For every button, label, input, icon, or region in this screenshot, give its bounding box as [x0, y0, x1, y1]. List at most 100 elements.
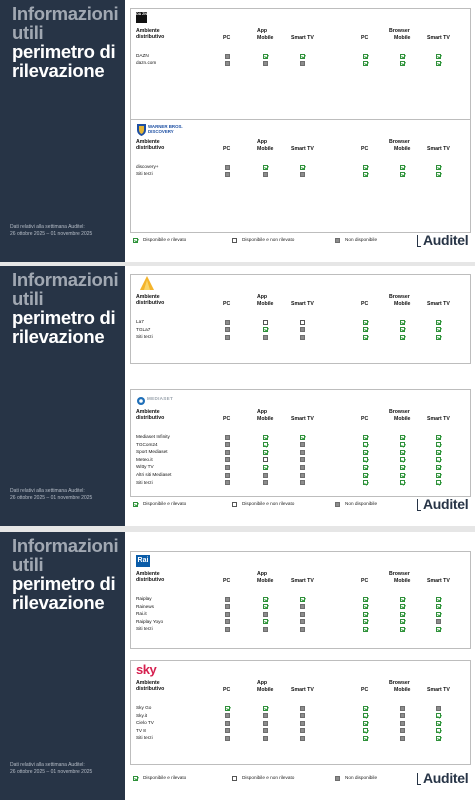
subtitle-line-1: perimetro di [12, 307, 116, 328]
status-checkbox-green [363, 720, 368, 726]
status-checkbox-green [436, 626, 441, 632]
status-checkbox-green [400, 464, 405, 470]
status-checkbox-green [400, 164, 405, 170]
status-checkbox-green [263, 442, 268, 448]
status-checkbox-green [363, 626, 368, 632]
status-checkbox-green [400, 442, 405, 448]
status-checkbox-green [263, 464, 268, 470]
row-label: Raiplay [136, 596, 152, 601]
header-smarttv-app: Smart TV [291, 578, 314, 584]
row-label: Siti terzi [136, 626, 153, 631]
panel-la7: Ambiente distributivo App Browser PC Mobile Sm… [130, 274, 471, 364]
status-checkbox-grey [225, 434, 230, 440]
footer-line-1: Dati relativi alla settimana Auditel: [10, 762, 85, 768]
la7-logo-icon [140, 276, 154, 290]
sidebar: Informazioni utili perimetro di rilevazione… [0, 266, 125, 526]
footer-line-1: Dati relativi alla settimana Auditel: [10, 488, 85, 494]
subtitle-line-2: rilevazione [12, 326, 105, 347]
header-mobile-app: Mobile [257, 578, 274, 584]
status-checkbox-grey [263, 60, 268, 66]
row-label: Sky Go [136, 705, 152, 710]
header-ambiente: Ambiente distributivo [136, 28, 164, 40]
status-checkbox-grey [400, 713, 405, 719]
status-checkbox-grey [436, 619, 441, 624]
panel-rai: Rai Ambiente distributivo App Browser PC Mobil… [130, 551, 471, 649]
status-checkbox-green [363, 449, 368, 455]
status-checkbox-green [400, 457, 405, 463]
title-line-1: Informazioni [12, 535, 119, 556]
row-label: Sport Mediaset [136, 449, 168, 455]
row-label: TV 8 [136, 727, 146, 733]
status-checkbox-grey [225, 713, 230, 719]
header-app: App [257, 139, 268, 145]
status-checkbox-green [363, 334, 368, 340]
header-ambiente: Ambiente distributivo [136, 294, 164, 306]
legend-white-swatch [232, 501, 237, 507]
legend-grey-swatch [335, 775, 340, 781]
status-checkbox-green [363, 434, 368, 440]
status-checkbox-grey [225, 53, 230, 59]
page-subtitle: perimetro di rilevazione [12, 42, 116, 80]
status-checkbox-green [263, 705, 268, 711]
status-checkbox-grey [263, 728, 268, 734]
status-checkbox-grey [225, 171, 230, 177]
header-smarttv-browser: Smart TV [427, 578, 450, 584]
header-app: App [257, 28, 268, 34]
row-label: Witty TV [136, 464, 154, 470]
header-ambiente-line-1: Ambiente [136, 571, 160, 577]
page-title: Informazioni utili [12, 270, 119, 308]
header-ambiente: Ambiente distributivo [136, 571, 164, 583]
header-mobile-browser: Mobile [394, 416, 411, 422]
header-browser: Browser [389, 571, 410, 577]
status-checkbox-green [300, 164, 305, 170]
footer-note: Dati relativi alla settimana Auditel: 26 … [10, 224, 92, 238]
status-checkbox-green [263, 53, 268, 59]
header-app: App [257, 294, 268, 300]
status-checkbox-grey [225, 334, 230, 340]
rai-logo: Rai [136, 555, 150, 567]
row-label: Siti terzi [136, 334, 153, 339]
status-checkbox-green [436, 334, 441, 340]
status-checkbox-green [363, 728, 368, 734]
status-checkbox-grey [300, 611, 305, 617]
header-ambiente: Ambiente distributivo [136, 409, 164, 421]
row-label: Altri siti Mediaset [136, 472, 172, 477]
panel-sky: sky Ambiente distributivo App Browser PC Mobil… [130, 660, 471, 765]
status-checkbox-green [400, 53, 405, 59]
status-checkbox-white [263, 319, 268, 325]
status-checkbox-green [363, 713, 368, 719]
status-checkbox-grey [225, 457, 230, 463]
row-label: discovery+ [136, 164, 159, 169]
header-app: App [257, 571, 268, 577]
header-mobile-app: Mobile [257, 146, 274, 152]
header-ambiente-line-1: Ambiente [136, 409, 160, 415]
legend-green-swatch [133, 775, 138, 781]
status-checkbox-grey [225, 596, 230, 602]
header-pc-app: PC [223, 416, 231, 422]
status-checkbox-green [263, 604, 268, 609]
sky-logo: sky [136, 663, 157, 676]
status-checkbox-grey [300, 472, 305, 478]
header-pc-app: PC [223, 578, 231, 584]
subtitle-line-2: rilevazione [12, 592, 105, 613]
status-checkbox-grey [300, 720, 305, 726]
status-checkbox-grey [400, 728, 405, 734]
page-title: Informazioni utili [12, 4, 119, 42]
row-label: DAZN [136, 53, 149, 58]
header-pc-browser: PC [361, 687, 369, 693]
status-checkbox-green [436, 464, 441, 470]
panel-wbd: WARNER BROS. DISCOVERY Ambiente distributi… [130, 119, 471, 233]
status-checkbox-green [436, 457, 441, 463]
header-ambiente-line-1: Ambiente [136, 28, 160, 34]
rai-logo-text: Rai [137, 557, 149, 564]
status-checkbox-green [400, 596, 405, 602]
status-checkbox-grey [300, 334, 305, 340]
footer-line-2: 26 ottobre 2025 – 01 novembre 2025 [10, 495, 93, 501]
footer-note: Dati relativi alla settimana Auditel: 26 … [10, 488, 92, 502]
header-ambiente-line-1: Ambiente [136, 139, 160, 145]
header-browser: Browser [389, 28, 410, 34]
status-checkbox-grey [300, 604, 305, 609]
status-checkbox-grey [300, 171, 305, 177]
legend-white-label: Disponibile e non rilevato [242, 501, 295, 506]
status-checkbox-green [263, 434, 268, 440]
